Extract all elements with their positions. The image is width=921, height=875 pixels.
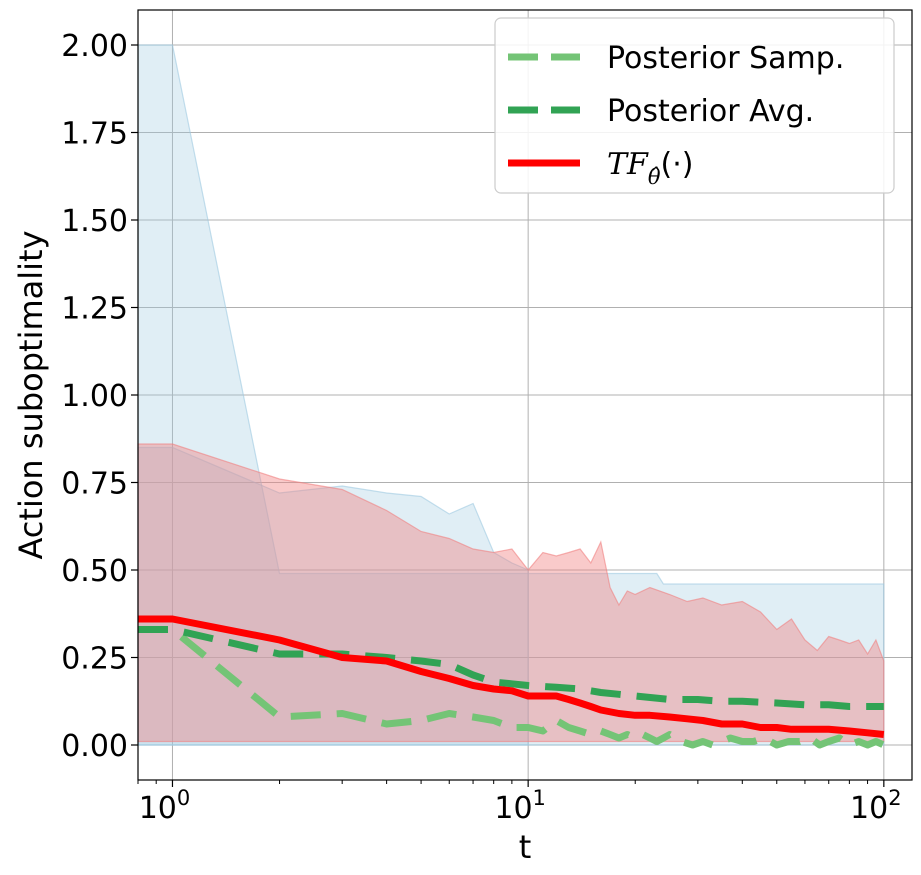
legend-label-posterior-avg: Posterior Avg. bbox=[607, 94, 814, 129]
y-tick-label: 1.00 bbox=[61, 379, 128, 414]
axis-ticks: 0.00 0.25 0.50 0.75 1.00 1.25 1.50 1.75 2.00 100 1… bbox=[61, 29, 901, 826]
x-tick-label: 101 bbox=[494, 786, 546, 826]
y-axis-label: Action suboptimality bbox=[12, 230, 50, 559]
legend-label-tf: TFθ̂(·) bbox=[607, 147, 693, 189]
y-tick-label: 2.00 bbox=[61, 29, 128, 64]
x-tick-label: 102 bbox=[850, 786, 902, 826]
y-tick-label: 1.50 bbox=[61, 204, 128, 239]
series-posterior-avg bbox=[138, 626, 884, 710]
y-tick-label: 1.25 bbox=[61, 292, 128, 327]
series-lines bbox=[138, 615, 886, 749]
series-posterior-samp bbox=[138, 626, 886, 749]
y-tick-label: 0.25 bbox=[61, 642, 128, 677]
series-tf bbox=[138, 615, 885, 738]
y-tick-label: 0.75 bbox=[61, 467, 128, 502]
y-tick-label: 1.75 bbox=[61, 117, 128, 152]
y-tick-label: 0.50 bbox=[61, 554, 128, 589]
x-tick-label: 100 bbox=[139, 786, 191, 826]
legend: Posterior Samp. Posterior Avg. TFθ̂(·) bbox=[494, 17, 895, 194]
legend-label-posterior-samp: Posterior Samp. bbox=[607, 41, 844, 76]
x-axis-label: t bbox=[519, 828, 532, 866]
legend-box bbox=[494, 17, 895, 194]
y-tick-label: 0.00 bbox=[61, 729, 128, 764]
